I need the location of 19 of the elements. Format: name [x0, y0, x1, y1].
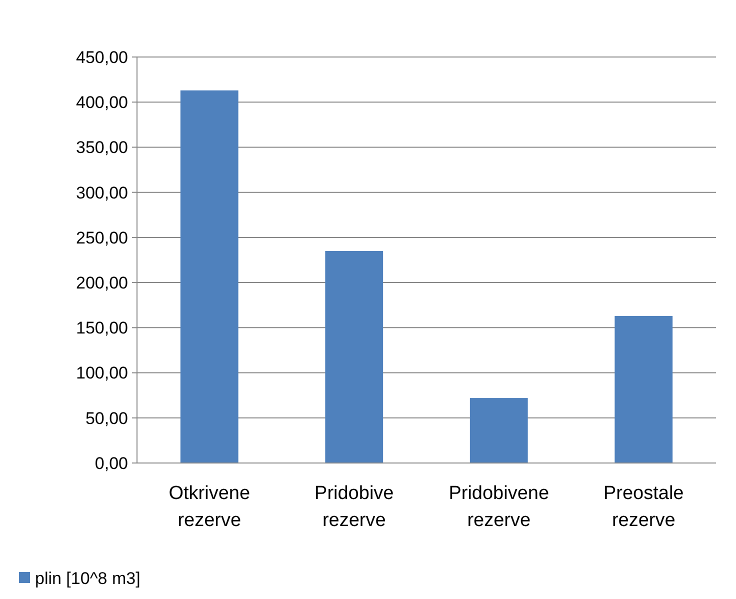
y-tick-label: 0,00 — [94, 454, 128, 473]
legend-label: plin [10^8 m3] — [35, 568, 140, 588]
bar — [614, 316, 673, 463]
y-tick-label: 350,00 — [76, 138, 128, 158]
bar — [180, 90, 238, 463]
y-tick-label: 400,00 — [76, 93, 128, 112]
y-tick-label: 50,00 — [85, 408, 128, 428]
bar — [470, 398, 528, 463]
y-tick-label: 150,00 — [76, 318, 128, 338]
x-tick-label: Preostale rezerve — [603, 483, 684, 531]
bar — [325, 250, 384, 463]
x-tick-label: Pridobivene rezerve — [448, 483, 550, 531]
y-tick-label: 300,00 — [76, 183, 128, 202]
x-tick-label: Otkrivene rezerve — [168, 483, 250, 531]
y-tick-label: 450,00 — [76, 48, 128, 67]
y-tick-label: 250,00 — [76, 228, 128, 248]
y-tick-label: 100,00 — [76, 364, 128, 383]
x-tick-label: Pridobive rezerve — [314, 483, 394, 531]
y-tick-label: 200,00 — [76, 274, 128, 293]
